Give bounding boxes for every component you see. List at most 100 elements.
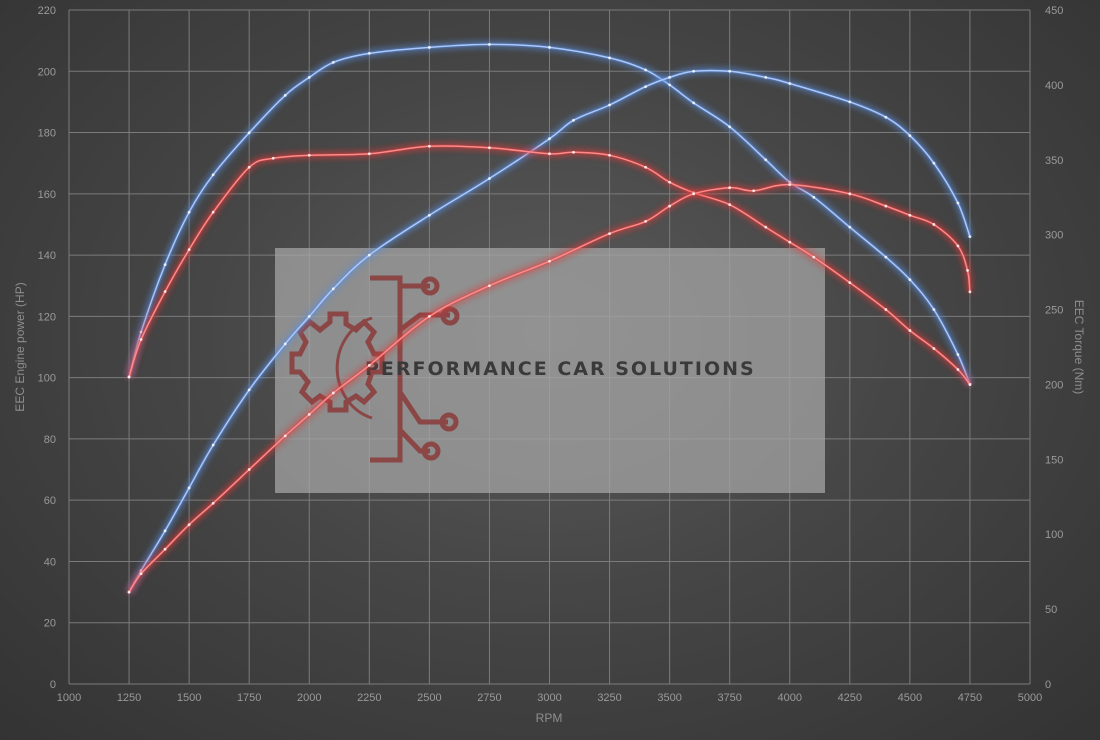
- y-left-tick-label: 80: [44, 434, 56, 446]
- y-right-tick-label: 400: [1045, 80, 1063, 92]
- data-point: [692, 69, 696, 73]
- data-point: [764, 225, 768, 229]
- y-left-tick-label: 120: [38, 311, 56, 323]
- data-point: [211, 173, 215, 177]
- data-point: [788, 183, 792, 187]
- data-point: [668, 83, 672, 87]
- data-point: [247, 131, 251, 135]
- data-point: [764, 76, 768, 79]
- x-tick-label: 3250: [597, 692, 621, 704]
- data-point: [812, 255, 816, 259]
- series-stock-power: [127, 182, 972, 594]
- data-point: [163, 529, 167, 533]
- data-point: [139, 572, 143, 576]
- data-point: [644, 85, 647, 88]
- data-point: [307, 314, 311, 318]
- x-tick-label: 4000: [778, 692, 802, 704]
- data-point: [548, 259, 551, 263]
- y-left-tick-label: 160: [38, 189, 56, 201]
- gear-circuit-icon: [289, 275, 460, 463]
- y-right-tick-label: 350: [1045, 155, 1063, 167]
- data-point: [187, 248, 191, 252]
- x-tick-label: 1500: [177, 692, 201, 704]
- data-point: [692, 101, 696, 105]
- y-right-tick-label: 0: [1045, 679, 1051, 691]
- y-left-tick-label: 100: [38, 373, 56, 385]
- data-point: [884, 204, 888, 208]
- x-tick-label: 1250: [117, 692, 141, 704]
- x-tick-label: 1750: [237, 692, 261, 704]
- y-left-tick-label: 40: [44, 556, 56, 568]
- data-point: [127, 375, 131, 379]
- data-point: [247, 468, 251, 471]
- data-point: [488, 177, 491, 180]
- data-point: [608, 153, 611, 157]
- data-point: [163, 547, 167, 551]
- x-tick-label: 4500: [898, 692, 922, 704]
- data-point: [884, 308, 888, 311]
- series-line: [128, 183, 971, 593]
- data-point: [728, 125, 732, 129]
- data-point: [572, 118, 575, 122]
- series-stock-torque: [127, 143, 972, 386]
- data-point: [427, 144, 431, 148]
- data-point: [608, 103, 611, 107]
- data-point: [968, 290, 972, 294]
- data-point: [367, 152, 371, 156]
- data-point: [331, 61, 335, 64]
- data-point: [307, 413, 311, 416]
- data-point: [932, 308, 936, 311]
- data-point: [367, 363, 371, 367]
- data-point: [908, 134, 912, 138]
- data-point: [367, 52, 371, 55]
- x-tick-label: 1000: [57, 692, 81, 704]
- x-tick-label: 4250: [838, 692, 862, 704]
- x-tick-label: 5000: [1018, 692, 1042, 704]
- y-left-tick-label: 60: [44, 495, 56, 507]
- y-right-tick-label: 50: [1045, 604, 1057, 616]
- series-tuned-power: [127, 68, 972, 594]
- data-point: [668, 180, 672, 184]
- data-point: [488, 146, 491, 150]
- data-point: [644, 219, 647, 223]
- data-point: [367, 253, 371, 257]
- data-point: [956, 201, 960, 205]
- data-point: [788, 82, 792, 85]
- y-right-tick-label: 300: [1045, 230, 1063, 242]
- x-tick-label: 2750: [477, 692, 501, 704]
- data-point: [812, 195, 816, 199]
- y-right-tick-label: 200: [1045, 379, 1063, 391]
- data-point: [908, 213, 912, 217]
- x-tick-label: 2000: [297, 692, 321, 704]
- x-tick-label: 2500: [417, 692, 441, 704]
- data-point: [692, 192, 696, 196]
- y-right-tick-label: 100: [1045, 529, 1063, 541]
- data-point: [728, 203, 732, 207]
- data-point: [848, 281, 852, 284]
- series-tuned-torque: [127, 42, 972, 386]
- data-point: [966, 269, 969, 272]
- y-axis-right-title: EEC Torque (Nm): [1072, 300, 1086, 394]
- data-point: [427, 46, 431, 49]
- series: [127, 42, 972, 594]
- x-tick-label: 4750: [958, 692, 982, 704]
- data-point: [956, 244, 960, 248]
- data-point: [187, 486, 191, 490]
- data-point: [668, 204, 672, 208]
- data-point: [728, 69, 732, 73]
- y-left-tick-label: 180: [38, 128, 56, 140]
- watermark: PERFORMANCE CAR SOLUTIONS: [275, 248, 825, 493]
- data-point: [211, 501, 215, 505]
- data-point: [283, 434, 287, 438]
- data-point: [956, 368, 960, 371]
- data-point: [139, 338, 143, 341]
- data-point: [548, 137, 551, 141]
- data-point: [728, 186, 732, 190]
- y-right-tick-label: 150: [1045, 454, 1063, 466]
- y-right-tick-label: 450: [1045, 5, 1063, 17]
- data-point: [956, 353, 960, 356]
- y-right-tick-label: 250: [1045, 305, 1063, 317]
- data-point: [908, 278, 912, 281]
- data-point: [548, 46, 551, 49]
- data-point: [187, 523, 191, 527]
